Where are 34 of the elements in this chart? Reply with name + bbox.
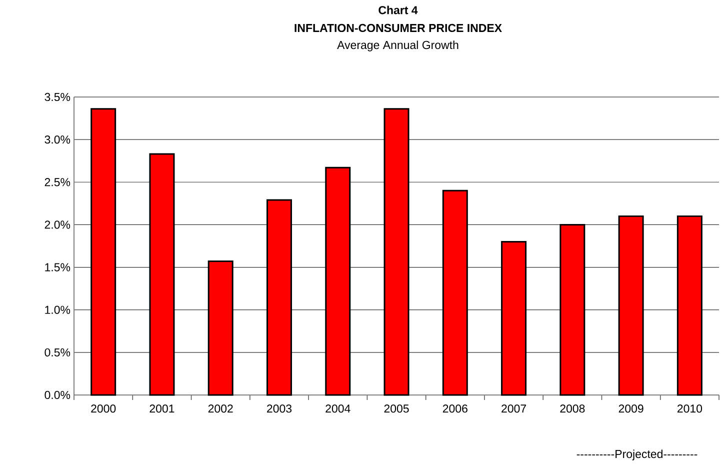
bar [384, 108, 410, 396]
y-tick-label: 0.0% [44, 390, 70, 400]
x-tick-label: 2001 [150, 404, 174, 413]
y-tick-label: 2.5% [44, 178, 70, 186]
chart-subtitle: INFLATION-CONSUMER PRICE INDEX [294, 24, 502, 32]
bar [325, 166, 351, 396]
text: ----------Projected--------- [576, 450, 698, 460]
y-tick-label: 0.5% [44, 348, 70, 356]
x-tick-label: 2002 [208, 404, 233, 413]
chart-title: Chart 4 [378, 6, 418, 14]
text: Average Annual Growth [337, 40, 458, 52]
bar [208, 260, 234, 396]
x-tick-label: 2007 [502, 404, 526, 413]
x-tick-label: 2005 [384, 404, 409, 413]
bar [560, 224, 586, 396]
y-tick-label: 3.5% [44, 92, 70, 102]
y-tick-label: 2.0% [44, 220, 70, 229]
x-tick-label: 2009 [618, 404, 644, 413]
y-tick-label: 3.0% [44, 135, 70, 144]
x-tick-label: 2008 [560, 404, 585, 413]
bar [501, 240, 527, 396]
x-tick-label: 2000 [91, 404, 116, 413]
y-tick-label: 1.0% [45, 306, 70, 314]
bar [149, 153, 175, 396]
x-tick-label: 2003 [267, 404, 292, 413]
x-tick-label: 2004 [326, 404, 350, 413]
x-tick-label: 2010 [677, 404, 702, 413]
bar [676, 215, 702, 396]
bar [266, 199, 292, 396]
x-tick-label: 2006 [442, 404, 468, 413]
bar [618, 215, 644, 396]
bar [442, 190, 468, 396]
y-tick-label: 1.5% [45, 263, 70, 272]
bar [90, 108, 116, 396]
